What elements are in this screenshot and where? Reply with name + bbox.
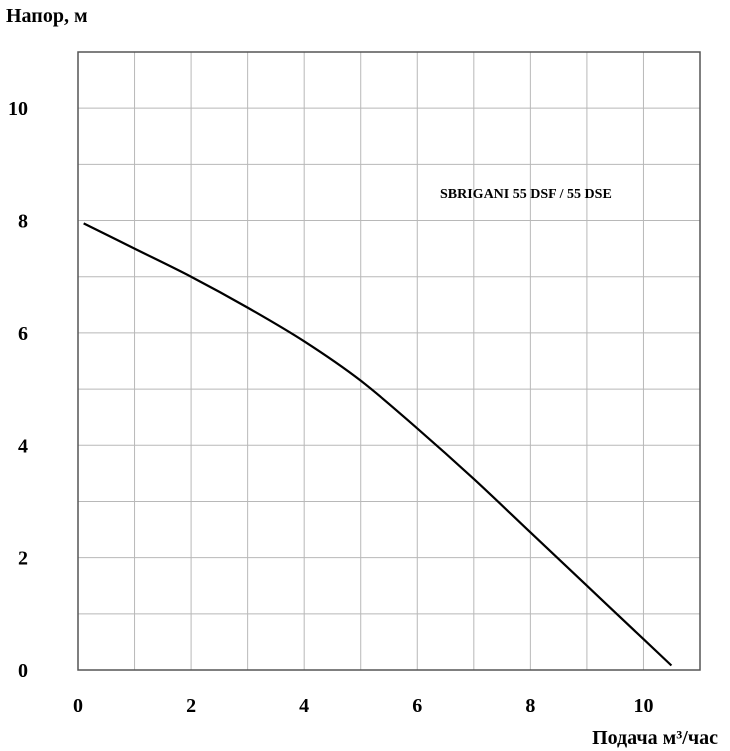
- y-tick-label: 6: [18, 323, 28, 345]
- x-tick-label: 2: [186, 695, 196, 717]
- x-tick-label: 4: [299, 695, 309, 717]
- grid-lines: [78, 52, 700, 670]
- y-tick-label: 10: [8, 98, 28, 120]
- y-tick-labels: 0 2 4 6 8 10: [8, 98, 28, 682]
- x-tick-label: 6: [412, 695, 422, 717]
- model-annotation: SBRIGANI 55 DSF / 55 DSE: [440, 187, 612, 202]
- x-tick-label: 8: [525, 695, 535, 717]
- y-tick-label: 0: [18, 660, 28, 682]
- x-tick-label: 10: [633, 695, 653, 717]
- head-flow-curve: [83, 222, 673, 667]
- y-tick-label: 8: [18, 211, 28, 233]
- y-tick-label: 4: [18, 435, 28, 457]
- y-axis-title: Напор, м: [6, 5, 88, 27]
- x-tick-labels: 0 2 4 6 8 10: [73, 695, 653, 717]
- plot-frame: [77, 51, 701, 671]
- x-tick-label: 0: [73, 695, 83, 717]
- x-axis-title: Подача м³/час: [592, 727, 718, 749]
- y-tick-label: 2: [18, 548, 28, 570]
